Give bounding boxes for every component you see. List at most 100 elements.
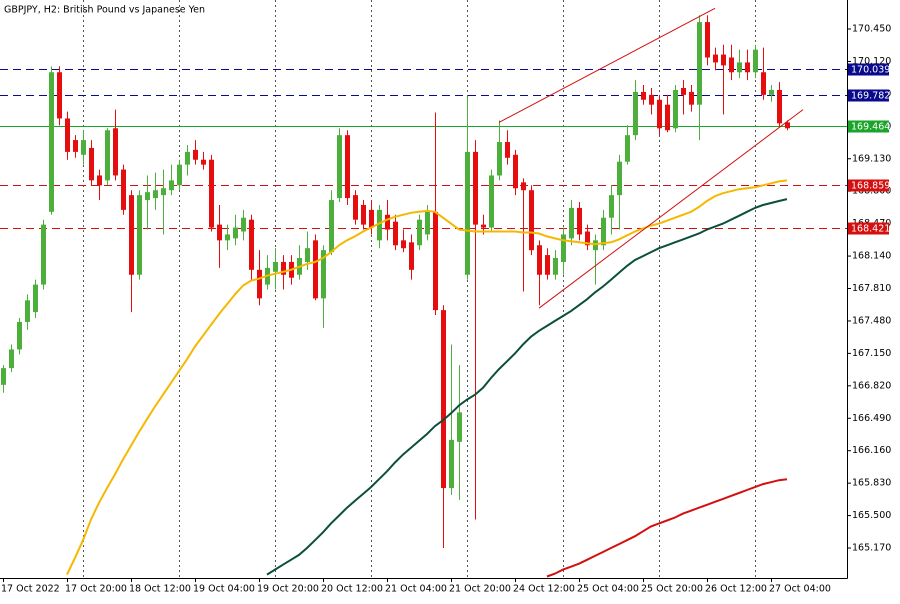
x-tick-label: 20 Oct 12:00 [321,584,383,595]
grid-layer [0,0,847,578]
candle-body [753,49,758,73]
candle-body [89,147,94,181]
x-tick-label: 27 Oct 04:00 [769,584,831,595]
x-tick-label: 25 Oct 04:00 [577,584,639,595]
candle-body [497,142,502,176]
level-label-box [848,89,889,102]
candle-body [705,22,710,58]
candle-body [489,175,494,228]
candle-body [649,94,654,105]
candle-body [193,149,198,160]
candle-body [729,57,734,73]
candle-body [633,91,638,136]
candle-body [673,89,678,129]
candle-body [713,54,718,63]
y-tick-label: 165.500 [852,510,891,521]
candle-body [161,188,166,196]
trend-line [498,7,716,123]
x-tick-label: 21 Oct 04:00 [385,584,447,595]
candle-body [689,91,694,105]
level-label: 169.464 [851,122,890,133]
candle-body [137,195,142,275]
candle-body [553,258,558,275]
candle-body [385,214,390,230]
level-label-box [848,63,889,76]
candle-body [697,22,702,105]
y-tick-label: 170.450 [852,23,891,34]
candle-body [33,284,38,313]
candle-body [665,104,670,131]
y-tick-label: 169.130 [852,153,891,164]
candle-body [393,221,398,246]
candle-body [57,72,62,119]
level-label: 169.782 [851,91,890,102]
candle-body [785,122,790,129]
candle-body [73,140,78,152]
candle-body [625,135,630,162]
candle-body [145,192,150,201]
y-tick-label: 165.830 [852,478,891,489]
candle-body [601,217,606,246]
candle-body [169,180,174,191]
y-tick-label: 166.160 [852,445,891,456]
candle-body [241,217,246,232]
candle-body [521,182,526,191]
y-tick-label: 166.820 [852,380,891,391]
candle-body [457,412,462,442]
candle-body [233,227,238,239]
candle-body [121,169,126,210]
moving-average [546,478,788,578]
candle-body [17,321,22,350]
candle-body [513,154,518,189]
x-tick-label: 19 Oct 20:00 [257,584,319,595]
candle-body [321,250,326,299]
candle-body [377,209,382,241]
y-tick-label: 167.480 [852,315,891,326]
candle-body [777,89,782,124]
level-label-box [848,179,889,192]
candle-body [465,151,470,275]
candle-body [353,195,358,220]
candle-body [201,159,206,165]
candle-body [249,219,254,270]
candle-body [225,234,230,241]
candle-body [305,248,310,262]
candle-body [745,62,750,73]
candle-body [617,161,622,196]
candle-body [369,209,374,228]
candle-body [113,128,118,176]
level-label: 168.859 [851,181,890,192]
level-label: 170.039 [851,65,890,76]
candle-body [569,207,574,239]
level-label-box [848,120,889,133]
candle-body [441,310,446,489]
candle-body [641,91,646,100]
x-tick-label: 19 Oct 04:00 [193,584,255,595]
candle-body [505,142,510,158]
candle-body [25,300,30,322]
candle-body [185,151,190,165]
candle-body [681,87,686,95]
y-tick-label: 170.120 [852,56,891,67]
y-tick-label: 167.810 [852,283,891,294]
candle-body [425,211,430,235]
candle-body [433,211,438,311]
candle-body [9,349,14,369]
candle-body [561,234,566,262]
candle-body [761,72,766,95]
x-tick-label: 25 Oct 20:00 [641,584,703,595]
candle-body [345,135,350,199]
candle-body [417,219,422,246]
axis-layer: 165.170 165.500 165.830 166.160 166.490 166.8… [1,23,891,594]
candle-body [769,89,774,95]
level-label-box [848,222,889,235]
candle-body [737,62,742,73]
moving-average [66,179,788,576]
candle-body [257,269,262,299]
candle-body [65,118,70,152]
candle-body [209,159,214,228]
candle-body [473,151,478,225]
y-tick-label: 166.490 [852,413,891,424]
